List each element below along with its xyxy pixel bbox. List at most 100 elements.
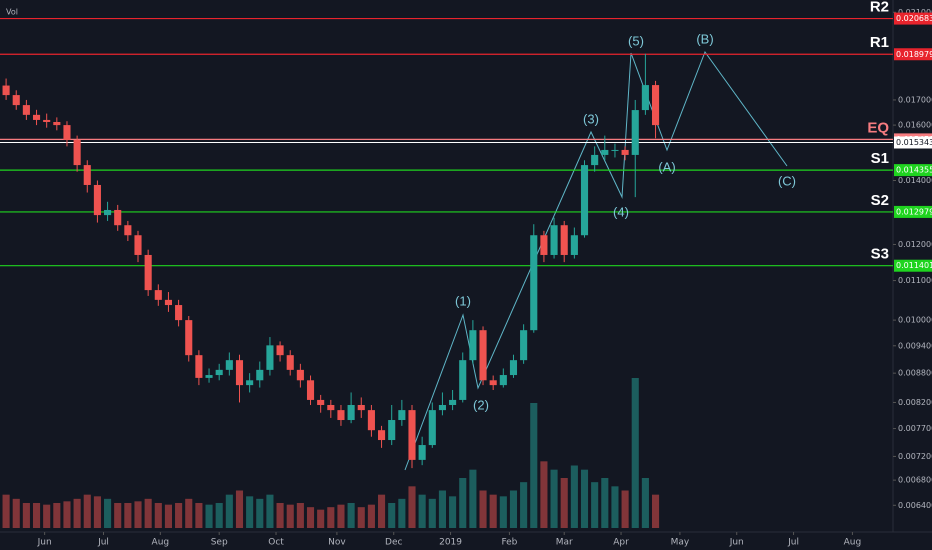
x-tick-label: Sep [211, 538, 228, 548]
candle-body [144, 254, 152, 291]
candle-body [235, 360, 244, 386]
level-price-box [894, 259, 932, 272]
wave-label: (4) [613, 204, 629, 219]
volume-bar [520, 482, 528, 528]
volume-bar [570, 465, 578, 528]
volume-bar [22, 503, 30, 528]
candle-body [154, 290, 162, 300]
candle-body [408, 410, 416, 460]
level-price-label: 0.012979 [896, 207, 932, 216]
level-price-box [894, 205, 932, 218]
candle-body [398, 410, 406, 421]
x-tick-label: Aug [152, 538, 170, 548]
candle-body [53, 121, 61, 126]
volume-bar [12, 498, 20, 528]
volume-bar [428, 498, 436, 528]
level-price-label: 0.014355 [896, 166, 932, 175]
volume-bar [337, 504, 345, 528]
x-tick-label: Jun [729, 538, 744, 548]
candle-body [621, 149, 629, 155]
candle-body [378, 430, 386, 441]
level-name: S3 [871, 246, 889, 263]
volume-bar [611, 486, 619, 528]
volume-bar [621, 490, 629, 528]
level-name: S1 [871, 150, 889, 167]
candle-body [195, 355, 203, 378]
volume-bar [357, 507, 365, 528]
candle-body [12, 95, 20, 106]
candle-body [266, 345, 274, 370]
volume-bar [246, 496, 254, 528]
candle-body [104, 209, 112, 216]
volume-bar [53, 503, 61, 528]
volume-bar [388, 503, 396, 528]
volume-bar [398, 498, 406, 528]
volume-bar [276, 503, 284, 528]
volume-bar [154, 503, 162, 528]
volume-bar [195, 503, 203, 528]
volume-bar [367, 504, 375, 528]
candle-body [550, 225, 558, 255]
volume-bar [73, 498, 81, 528]
candle-body [134, 235, 142, 255]
volume-bar [32, 503, 41, 528]
volume-bar [449, 496, 457, 528]
last-price-box [894, 136, 932, 149]
candle-body [205, 375, 213, 378]
volume-bar [205, 504, 213, 528]
wave-label: (5) [628, 33, 644, 48]
candle-body [611, 149, 619, 151]
volume-bar [124, 503, 132, 528]
volume-bar [580, 469, 589, 528]
volume-bar [601, 478, 609, 528]
candle-body [246, 380, 254, 386]
candle-body [83, 165, 91, 185]
candle-body [641, 85, 649, 111]
volume-bar [378, 494, 386, 528]
candle-body [73, 139, 81, 166]
candle-body [570, 235, 578, 255]
candle-body [591, 154, 599, 166]
x-tick-label: Jul [97, 538, 109, 548]
level-name: R2 [870, 0, 889, 16]
candle-body [560, 225, 568, 255]
candle-body [469, 330, 477, 361]
volume-label: Vol [6, 8, 18, 17]
candle-body [580, 165, 589, 236]
candle-body [438, 404, 446, 411]
wave-label: (A) [658, 159, 675, 174]
volume-bar [438, 490, 446, 528]
candle-body [317, 399, 325, 405]
candle-body [306, 380, 315, 400]
level-name: S2 [871, 192, 889, 209]
candle-body [489, 380, 497, 386]
volume-bar [540, 461, 548, 528]
x-tick-label: 2019 [439, 538, 462, 548]
volume-bar [509, 490, 518, 528]
volume-bar [651, 494, 660, 528]
wave-label: (2) [473, 397, 489, 412]
candle-body [63, 125, 71, 140]
volume-bar [327, 507, 335, 528]
level-price-label: 0.020683 [896, 14, 932, 23]
level-price-box [894, 164, 932, 177]
volume-bar [114, 503, 122, 528]
candle-body [164, 299, 173, 306]
x-tick-label: Mar [556, 538, 573, 548]
x-tick-label: Dec [385, 538, 402, 548]
volume-bar [530, 403, 538, 528]
candle-body [256, 369, 264, 381]
wave-label: (C) [778, 173, 796, 188]
